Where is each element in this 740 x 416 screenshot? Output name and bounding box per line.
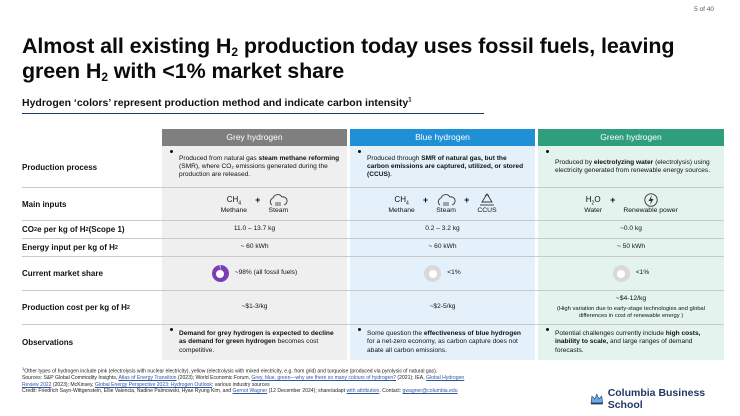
green-energy-cell: ~ 50 kWh xyxy=(616,243,646,251)
footnote-colors: 1Other types of hydrogen include pink (e… xyxy=(22,366,438,375)
grey-process-cell: Produced from natural gas steam methane … xyxy=(162,147,347,187)
green-hydrogen-header: Green hydrogen xyxy=(538,129,724,146)
green-process-cell: Produced by electrolyzing water (electro… xyxy=(538,147,724,187)
row-label-market-share: Current market share xyxy=(22,269,103,278)
methane-input: CH4 Methane xyxy=(220,194,248,214)
grey-column-bg xyxy=(162,129,347,360)
footnote-credit: Credit: Friedrich Sayn-Wittgenstein, Ell… xyxy=(22,388,458,395)
green-observation-cell: Potential challenges currently include h… xyxy=(538,325,724,360)
slide-subtitle: Hydrogen ‘colors’ represent production m… xyxy=(22,97,412,109)
row-divider xyxy=(22,290,724,291)
row-label-production-process: Production process xyxy=(22,162,98,172)
grey-observation-cell: Demand for grey hydrogen is expected to … xyxy=(162,325,347,360)
green-co2-cell: ~0.0 kg xyxy=(620,225,642,233)
grey-cost-cell: ~$1-3/kg xyxy=(241,303,268,311)
methane-input: CH4 Methane xyxy=(388,194,415,214)
green-cost-note: (High variation due to early-stage techn… xyxy=(557,306,705,320)
blue-share-donut xyxy=(424,265,442,282)
blue-inputs-cell: CH4 Methane + Steam + CCUS xyxy=(388,192,497,215)
grey-share-cell: ~98% (all fossil fuels) xyxy=(162,257,347,290)
steam-icon xyxy=(438,194,456,206)
blue-observation-cell: Some question the effectiveness of blue … xyxy=(350,325,535,360)
slide-title: Almost all existing H2 production today … xyxy=(22,34,675,84)
recycle-icon xyxy=(479,192,494,206)
author-link[interactable]: Gernot Wagner xyxy=(232,388,268,395)
grey-inputs-cell: CH4 Methane + Steam xyxy=(220,193,289,215)
blue-process-cell: Produced through SMR of natural gas, but… xyxy=(350,147,535,187)
crown-icon xyxy=(590,393,604,405)
green-cost-value: ~$4-12/kg xyxy=(615,294,647,302)
columbia-business-school-logo: Columbia Business School xyxy=(590,387,740,411)
green-share-cell: <1% xyxy=(538,257,724,290)
green-cost-cell: ~$4-12/kg (High variation due to early-s… xyxy=(538,291,724,324)
blue-cost-cell: ~$2-5/kg xyxy=(429,303,456,311)
grey-energy-cell: ~ 60 kWh xyxy=(240,243,269,251)
grey-share-donut xyxy=(211,265,229,282)
footnote-sources: Sources: S&P Global Commodity Insights, … xyxy=(22,375,465,382)
renewable-input: Renewable power xyxy=(623,193,678,215)
blue-share-cell: <1% xyxy=(350,257,535,290)
blue-co2-cell: 0.2 – 3.2 kg xyxy=(425,225,460,233)
page-number: 5 of 40 xyxy=(694,6,714,13)
ccus-input: CCUS xyxy=(477,192,497,215)
attribution-link[interactable]: with attribution xyxy=(346,388,380,395)
lightning-icon xyxy=(643,193,658,207)
row-label-main-inputs: Main inputs xyxy=(22,199,67,209)
row-divider xyxy=(22,220,724,221)
source-link[interactable]: Review 2022 xyxy=(22,381,52,388)
row-divider xyxy=(22,324,724,325)
footnotes: 1Other types of hydrogen include pink (e… xyxy=(22,366,582,395)
green-share-donut xyxy=(612,265,630,282)
subtitle-divider xyxy=(22,113,484,114)
row-divider xyxy=(22,256,724,257)
source-link[interactable]: Global Energy Perspective 2023: Hydrogen… xyxy=(94,381,212,388)
green-inputs-cell: H2O Water + Renewable power xyxy=(584,193,678,215)
row-label-observations: Observations xyxy=(22,338,74,347)
footnote-sources-cont: Review 2022 (2023); McKinsey, Global Ene… xyxy=(22,381,270,388)
grey-hydrogen-header: Grey hydrogen xyxy=(162,129,347,146)
blue-hydrogen-header: Blue hydrogen xyxy=(350,129,535,146)
blue-energy-cell: ~ 60 kWh xyxy=(428,243,457,251)
source-link[interactable]: Atlas of Energy Transition xyxy=(118,375,177,382)
steam-icon xyxy=(270,194,288,206)
steam-input: Steam xyxy=(436,193,456,215)
row-divider xyxy=(22,238,724,239)
row-divider xyxy=(22,187,724,188)
blue-column-bg xyxy=(350,129,535,360)
grey-co2-cell: 11.0 – 13.7 kg xyxy=(233,225,276,233)
source-link[interactable]: Global Hydrogen xyxy=(426,375,465,382)
water-input: H2O Water xyxy=(584,194,603,214)
contact-email-link[interactable]: gwagner@columbia.edu xyxy=(402,388,458,395)
source-link[interactable]: Grey, blue, green—why are there so many … xyxy=(251,375,397,382)
green-column-bg xyxy=(538,129,724,360)
steam-input: Steam xyxy=(268,193,288,215)
